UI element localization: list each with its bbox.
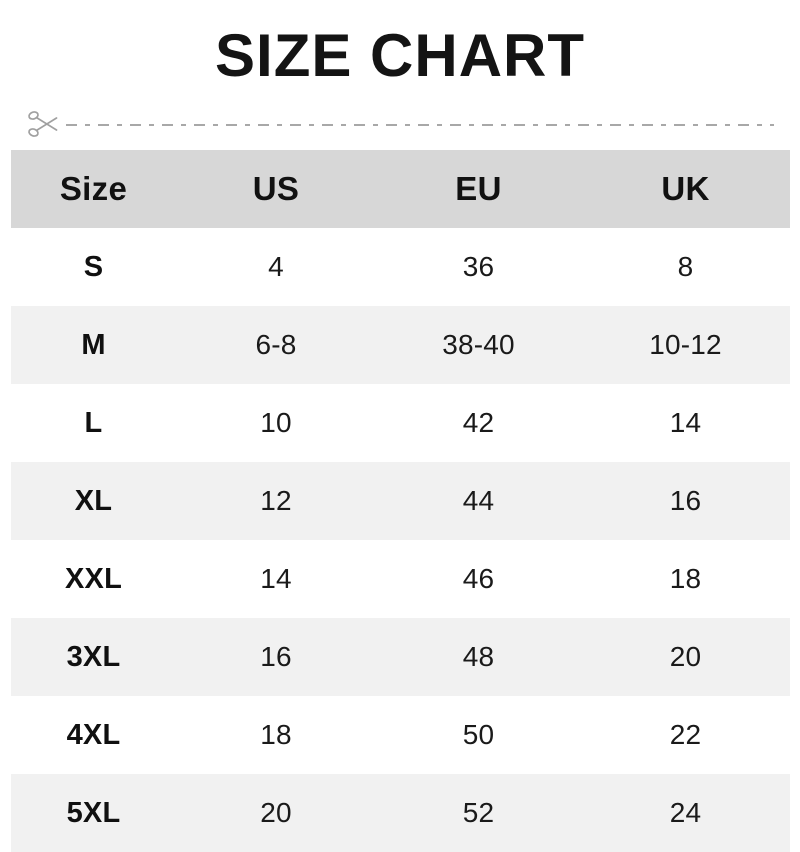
table-row: 5XL 20 52 24 — [11, 774, 790, 852]
cell-us: 4 — [268, 251, 284, 282]
page-title: SIZE CHART — [215, 22, 585, 89]
cell-us: 16 — [260, 641, 292, 672]
dashed-cut-line — [66, 123, 774, 126]
cut-line — [26, 104, 774, 144]
cell-eu: 36 — [462, 251, 495, 282]
table-row: M 6-8 38-40 10-12 — [11, 306, 790, 384]
table-row: S 4 36 8 — [11, 228, 790, 306]
cell-uk: 18 — [669, 563, 702, 594]
size-chart-page: SIZE CHART Size US EU UK — [0, 22, 800, 852]
cell-eu: 46 — [462, 563, 495, 594]
cell-size: L — [84, 406, 103, 439]
cell-uk: 10-12 — [649, 329, 722, 360]
column-header-eu: EU — [455, 170, 502, 207]
cell-size: 3XL — [66, 640, 121, 673]
cell-us: 10 — [260, 407, 292, 438]
cell-eu: 52 — [462, 797, 495, 828]
cell-us: 6-8 — [255, 329, 297, 360]
cell-uk: 16 — [669, 485, 702, 516]
cell-eu: 50 — [462, 719, 495, 750]
table-row: 3XL 16 48 20 — [11, 618, 790, 696]
cell-uk: 22 — [669, 719, 702, 750]
cell-size: 4XL — [66, 718, 121, 751]
column-header-uk: UK — [661, 170, 710, 207]
table-row: L 10 42 14 — [11, 384, 790, 462]
scissors-icon — [28, 111, 58, 137]
cell-uk: 14 — [669, 407, 702, 438]
cell-us: 18 — [260, 719, 292, 750]
cell-eu: 48 — [462, 641, 495, 672]
table-row: XL 12 44 16 — [11, 462, 790, 540]
cell-uk: 24 — [669, 797, 702, 828]
table-header-row: Size US EU UK — [11, 150, 790, 228]
cell-us: 20 — [260, 797, 292, 828]
cell-eu: 42 — [462, 407, 495, 438]
column-header-us: US — [252, 170, 300, 207]
cell-us: 12 — [260, 485, 292, 516]
cell-size: M — [81, 328, 106, 361]
cell-eu: 44 — [462, 485, 495, 516]
size-chart-table: Size US EU UK S 4 36 8 M 6-8 38-40 10-12… — [11, 150, 790, 852]
cell-size: 5XL — [66, 796, 121, 829]
column-header-size: Size — [59, 170, 128, 207]
cell-size: XL — [74, 484, 113, 517]
table-body: S 4 36 8 M 6-8 38-40 10-12 L 10 42 14 XL… — [11, 228, 790, 852]
cell-size: S — [83, 250, 104, 283]
table-row: 4XL 18 50 22 — [11, 696, 790, 774]
table-header: Size US EU UK — [11, 150, 790, 228]
cell-uk: 8 — [677, 251, 694, 282]
cell-uk: 20 — [669, 641, 702, 672]
page-title-container: SIZE CHART — [0, 22, 800, 90]
cell-size: XXL — [65, 562, 122, 595]
cell-eu: 38-40 — [442, 329, 515, 360]
cell-us: 14 — [260, 563, 292, 594]
table-row: XXL 14 46 18 — [11, 540, 790, 618]
